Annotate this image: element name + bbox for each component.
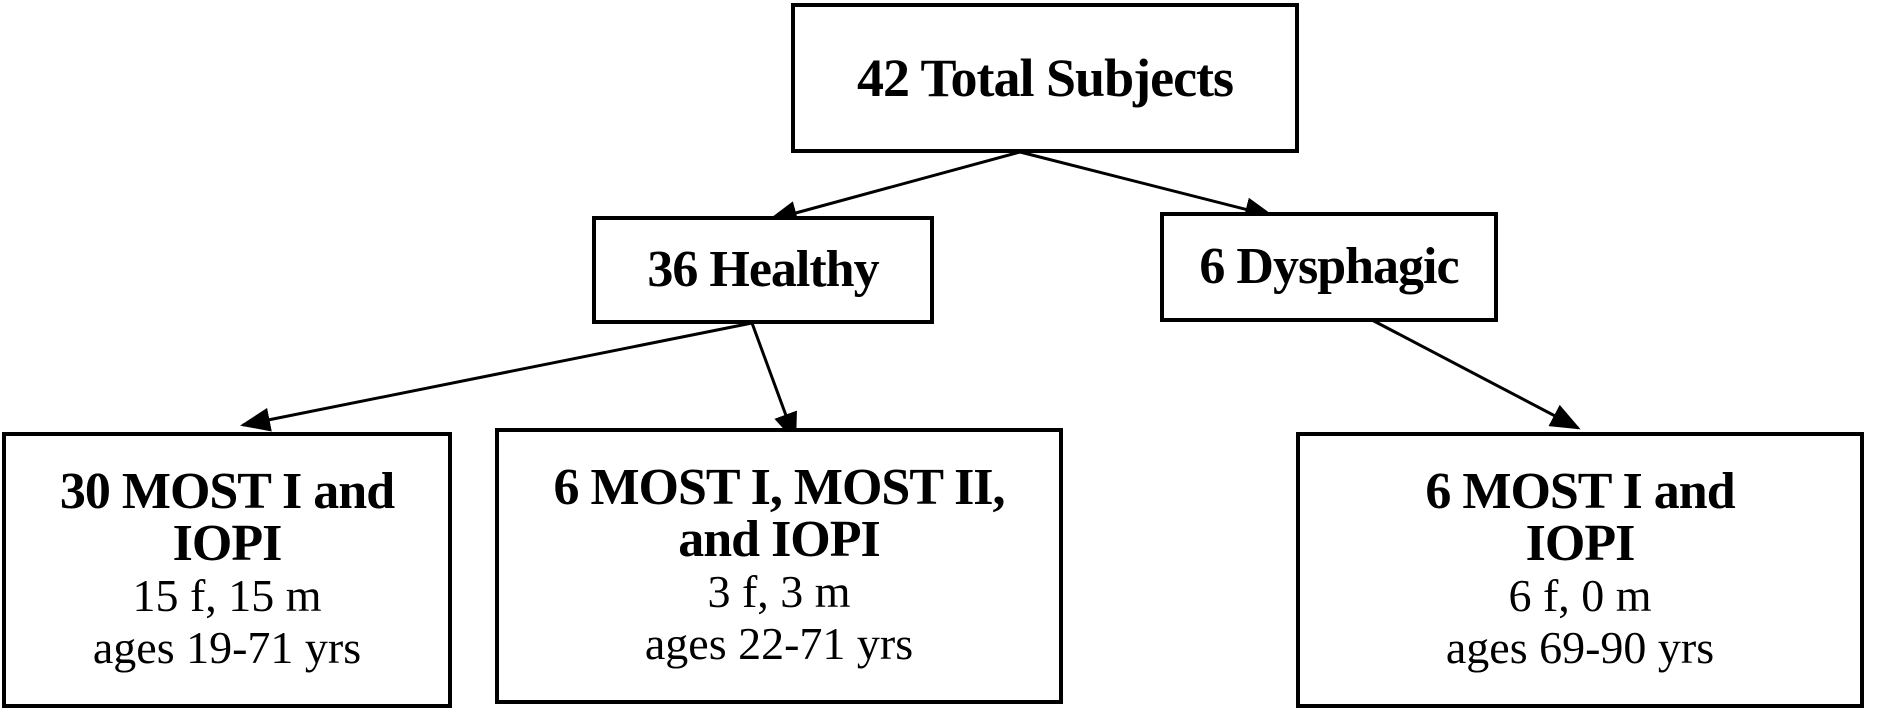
node-total-subjects: 42 Total Subjects: [791, 3, 1299, 153]
node-group-most1-iopi-dysphagic: 6 MOST I and IOPI 6 f, 0 m ages 69-90 yr…: [1296, 432, 1864, 708]
edge-healthy-to-group1: [240, 321, 753, 432]
node-title: 6 Dysphagic: [1199, 238, 1459, 295]
node-title-line2: IOPI: [172, 515, 283, 573]
node-healthy: 36 Healthy: [592, 216, 934, 324]
node-age-range: ages 69-90 yrs: [1445, 622, 1715, 673]
edge-total-to-dysphagic: [1019, 150, 1275, 221]
node-title-line2: and IOPI: [678, 511, 881, 569]
node-age-range: ages 19-71 yrs: [92, 622, 362, 673]
node-dysphagic: 6 Dysphagic: [1160, 212, 1498, 322]
node-title-line1: 6 MOST I and: [1425, 463, 1735, 521]
node-group-most1-iopi-healthy: 30 MOST I and IOPI 15 f, 15 m ages 19-71…: [2, 432, 452, 708]
edge-total-to-healthy: [767, 150, 1021, 225]
node-title-line1: 6 MOST I, MOST II,: [553, 459, 1005, 517]
node-title-line1: 30 MOST I and: [59, 463, 395, 521]
edge-healthy-to-group2: [750, 322, 797, 443]
node-title-line2: IOPI: [1525, 515, 1636, 573]
node-sex-counts: 15 f, 15 m: [132, 570, 322, 622]
node-title: 42 Total Subjects: [856, 48, 1234, 108]
node-sex-counts: 3 f, 3 m: [707, 566, 851, 618]
node-sex-counts: 6 f, 0 m: [1508, 570, 1652, 622]
node-group-most1-most2-iopi: 6 MOST I, MOST II, and IOPI 3 f, 3 m age…: [495, 428, 1063, 704]
node-age-range: ages 22-71 yrs: [644, 618, 914, 669]
node-title: 36 Healthy: [647, 241, 879, 298]
edge-dysphagic-to-group3: [1371, 318, 1581, 430]
